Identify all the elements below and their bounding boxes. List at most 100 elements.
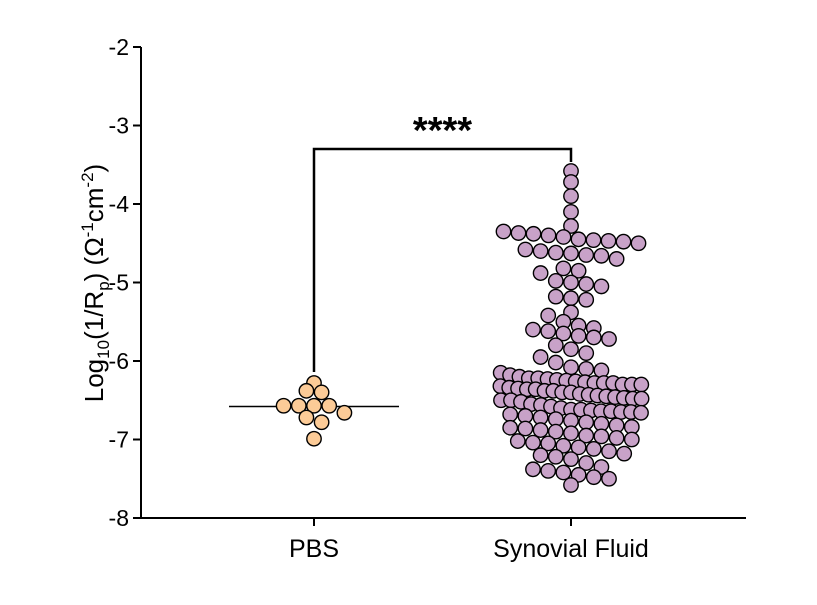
data-point xyxy=(547,288,564,305)
data-point xyxy=(608,430,625,446)
data-point xyxy=(563,203,579,220)
data-point xyxy=(298,409,315,426)
data-point xyxy=(321,397,338,414)
data-point xyxy=(570,327,587,344)
y-tick-label: -7 xyxy=(109,427,129,453)
data-point xyxy=(578,345,595,362)
y-label-part1: (1/R xyxy=(79,291,109,340)
data-point xyxy=(563,425,579,442)
y-label-part2: ) (Ω xyxy=(79,237,109,281)
data-point xyxy=(563,451,579,468)
y-tick-label: -6 xyxy=(109,348,129,374)
data-point xyxy=(563,218,579,234)
data-point xyxy=(298,382,315,399)
data-point xyxy=(532,349,549,365)
data-point xyxy=(563,290,579,307)
data-point xyxy=(275,397,292,414)
data-point xyxy=(600,232,617,249)
data-point xyxy=(525,434,541,451)
x-category-label: PBS xyxy=(289,535,339,563)
data-point xyxy=(532,422,549,438)
data-point xyxy=(570,439,587,456)
y-label-log-sub: 10 xyxy=(94,340,113,359)
data-point xyxy=(525,225,542,242)
y-label-sup2: -2 xyxy=(78,172,97,187)
data-point xyxy=(540,435,557,452)
data-point xyxy=(563,477,579,493)
data-point xyxy=(608,251,625,267)
data-point xyxy=(547,448,564,465)
data-point xyxy=(563,174,579,190)
data-point xyxy=(547,423,564,440)
data-point xyxy=(502,406,519,423)
data-point xyxy=(570,262,587,279)
data-point xyxy=(563,245,579,262)
y-tick-label: -3 xyxy=(109,113,129,139)
data-point xyxy=(290,397,307,414)
data-point xyxy=(578,291,595,308)
data-point xyxy=(601,331,617,347)
y-tick-label: -4 xyxy=(109,191,130,217)
data-point xyxy=(585,469,602,486)
data-point xyxy=(555,464,572,481)
data-point xyxy=(593,428,610,445)
y-label-sup1: -1 xyxy=(78,222,97,237)
data-point xyxy=(540,462,557,479)
data-point xyxy=(563,341,579,358)
data-point xyxy=(509,433,526,449)
data-point xyxy=(623,431,640,448)
data-point xyxy=(601,443,617,460)
y-tick-label: -2 xyxy=(109,34,129,60)
data-point xyxy=(593,278,610,295)
y-label-rp-sub: p xyxy=(94,281,113,290)
data-point xyxy=(547,354,564,371)
data-point xyxy=(532,243,549,260)
data-point xyxy=(615,233,632,250)
data-point xyxy=(578,455,595,471)
data-points xyxy=(275,163,650,493)
data-point xyxy=(540,323,557,340)
data-point xyxy=(578,427,595,444)
data-point xyxy=(578,414,595,431)
data-point xyxy=(555,437,572,454)
significance-stars: **** xyxy=(413,110,472,152)
data-point xyxy=(547,244,564,261)
data-point xyxy=(525,321,541,338)
y-label-part3: cm xyxy=(79,188,109,223)
data-point xyxy=(633,376,650,393)
data-point xyxy=(563,359,579,376)
x-category-label: Synovial Fluid xyxy=(493,535,649,563)
data-point xyxy=(630,235,647,252)
data-point xyxy=(540,227,557,244)
data-point xyxy=(563,188,579,205)
data-point xyxy=(540,307,557,324)
data-point xyxy=(578,247,595,263)
data-point xyxy=(578,360,595,377)
data-point xyxy=(585,232,602,249)
data-point xyxy=(633,390,650,407)
data-point xyxy=(555,325,572,342)
data-point xyxy=(517,241,534,258)
data-point xyxy=(313,384,330,401)
data-point xyxy=(306,430,322,447)
y-label-part4: ) xyxy=(79,164,109,173)
data-point xyxy=(578,276,595,292)
data-point xyxy=(336,404,353,421)
data-point xyxy=(555,260,572,277)
y-tick-label: -8 xyxy=(109,505,129,531)
y-ticks: -2 -3 -4 -5 -6 -7 -8 xyxy=(109,34,141,531)
data-point xyxy=(585,441,602,457)
data-point xyxy=(585,329,602,346)
data-point xyxy=(547,337,564,354)
data-point xyxy=(593,247,610,264)
y-tick-label: -5 xyxy=(109,270,129,296)
data-point xyxy=(547,273,564,289)
data-point xyxy=(502,419,519,436)
data-point xyxy=(616,445,633,462)
data-point xyxy=(532,265,549,281)
significance-bracket-line xyxy=(312,147,573,372)
data-point xyxy=(633,404,649,421)
data-point xyxy=(563,274,579,291)
y-label-log: Log xyxy=(79,359,109,402)
